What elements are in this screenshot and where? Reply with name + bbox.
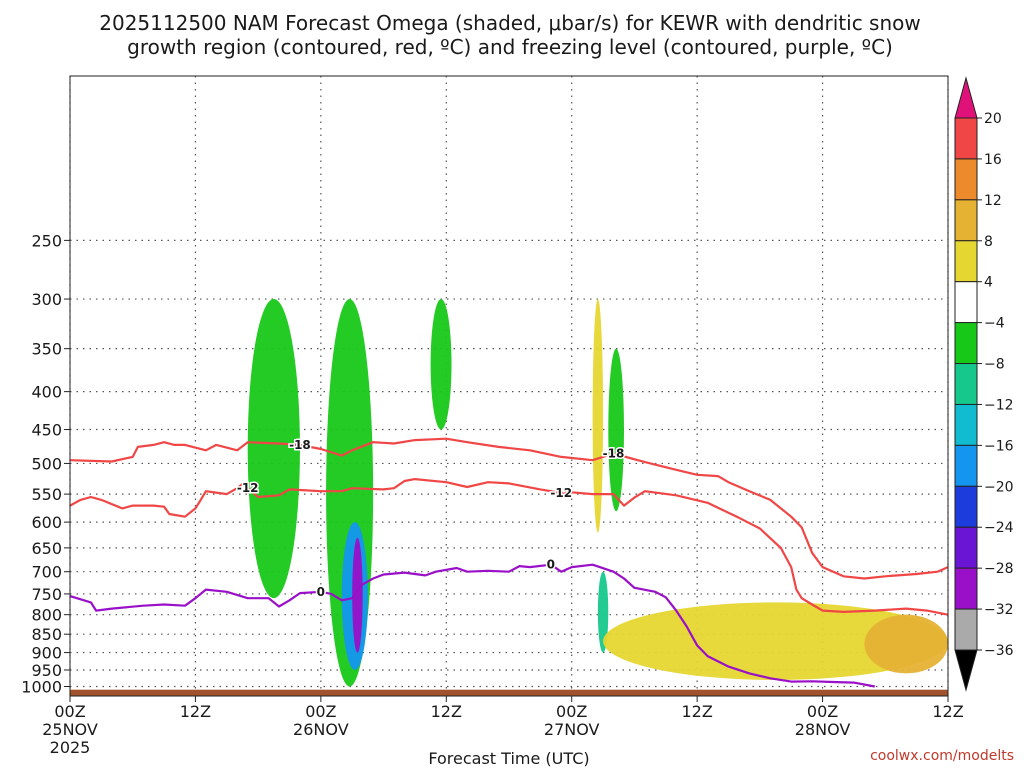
colorbar-swatch (954, 526, 978, 569)
colorbar-label: −24 (984, 520, 1014, 536)
title-line-1: 2025112500 NAM Forecast Omega (shaded, μ… (99, 11, 920, 35)
omega-region (597, 571, 609, 653)
colorbar-swatch (954, 363, 978, 405)
y-tick-label: 800 (31, 606, 62, 625)
y-tick-label: 550 (31, 485, 62, 504)
x-tick-label: 00Z (556, 702, 587, 721)
omega-region (603, 602, 948, 680)
x-tick-label: 00Z (54, 702, 85, 721)
colorbar-label: 16 (984, 152, 1002, 168)
y-axis: 2503003504004505005506006507007508008509… (21, 231, 70, 696)
colorbar-label: 12 (984, 193, 1002, 209)
colorbar-swatch (954, 485, 978, 528)
x-tick-label: 12Z (932, 702, 963, 721)
x-tick-label: 00Z (305, 702, 336, 721)
omega-region (864, 614, 948, 674)
omega-region (247, 299, 300, 599)
y-tick-label: 850 (31, 625, 62, 644)
temperature-contours (70, 437, 948, 688)
x-tick-label: 00Z (807, 702, 838, 721)
x-tick-label: 12Z (180, 702, 211, 721)
colorbar-label: −28 (984, 561, 1014, 577)
colorbar-label: 4 (984, 275, 993, 291)
omega-region (430, 299, 452, 430)
x-tick-date: 27NOV (544, 720, 600, 739)
colorbar-label: −20 (984, 479, 1014, 495)
x-tick-label: 12Z (431, 702, 462, 721)
y-tick-label: 500 (31, 454, 62, 473)
y-tick-label: 450 (31, 421, 62, 440)
y-tick-label: 300 (31, 290, 62, 309)
contour-label: -12 (550, 486, 572, 500)
y-tick-label: 650 (31, 539, 62, 558)
contour-label: 0 (317, 585, 325, 599)
y-tick-label: 350 (31, 340, 62, 359)
y-tick-label: 1000 (21, 677, 62, 696)
colorbar-bottom-arrow (954, 649, 978, 692)
contour-label: -18 (289, 438, 311, 452)
colorbar-swatch (954, 158, 978, 201)
colorbar-label: −36 (984, 643, 1014, 659)
y-tick-label: 900 (31, 644, 62, 663)
x-tick-label: 12Z (681, 702, 712, 721)
colorbar-swatch (954, 322, 978, 365)
colorbar-swatch (954, 444, 978, 487)
y-tick-label: 250 (31, 231, 62, 250)
surface-terrain (70, 689, 948, 696)
y-tick-label: 400 (31, 383, 62, 402)
omega-shading (247, 299, 948, 687)
x-tick-date: 28NOV (795, 720, 851, 739)
grid-lines (69, 76, 949, 696)
colorbar-top-arrow (954, 76, 978, 119)
title-line-2: growth region (contoured, red, ºC) and f… (127, 35, 893, 59)
colorbar-swatch (954, 567, 978, 610)
y-tick-label: 950 (31, 661, 62, 680)
y-tick-label: 700 (31, 563, 62, 582)
contour-labels: -18 -18 -12 -12 0 0 (235, 436, 626, 600)
contour-line (70, 437, 948, 580)
contour-line (70, 563, 876, 688)
colorbar-swatch (954, 240, 978, 283)
colorbar-label: 8 (984, 234, 993, 250)
contour-label: 0 (547, 558, 555, 572)
plot-frame (69, 75, 949, 697)
colorbar-label: −4 (984, 316, 1005, 332)
x-tick-year: 2025 (50, 738, 91, 757)
colorbar-label: −8 (984, 357, 1005, 373)
colorbar-label: 20 (984, 111, 1002, 127)
contour-label: -12 (237, 481, 259, 495)
omega-region (608, 348, 624, 512)
colorbar-swatch (954, 403, 978, 446)
y-tick-label: 750 (31, 585, 62, 604)
colorbar-swatch (954, 199, 978, 242)
omega-region (352, 537, 363, 653)
colorbar-label: −16 (984, 438, 1014, 454)
colorbar-label: −12 (984, 397, 1014, 413)
colorbar-swatch (954, 281, 978, 324)
contour-label: -18 (603, 447, 625, 461)
colorbar: 20 16 12 8 4 −4 −8 −12 −16 −20 −24 −28 −32 −36 (954, 76, 1014, 692)
x-tick-date: 26NOV (293, 720, 349, 739)
colorbar-swatch (954, 608, 978, 651)
x-axis-title: Forecast Time (UTC) (428, 749, 589, 768)
y-tick-label: 600 (31, 513, 62, 532)
colorbar-swatch (954, 117, 978, 160)
contour-line (70, 478, 948, 616)
credit-text: coolwx.com/modelts (870, 748, 1014, 764)
colorbar-label: −32 (984, 602, 1014, 618)
omega-region (592, 299, 604, 533)
x-tick-date: 25NOV (42, 720, 98, 739)
